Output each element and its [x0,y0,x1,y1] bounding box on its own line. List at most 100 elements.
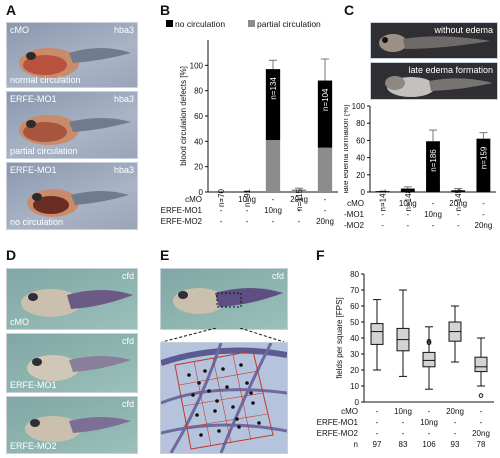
condition-cell: 10ng [264,206,282,215]
condition-cell: 10ng [394,407,412,416]
embryo-illustration [19,48,131,78]
n-label: n=159 [479,146,488,169]
condition-row-label: ERFE-MO1 [344,210,365,219]
condition-row-label: ERFE-MO1 [161,206,203,215]
n-label: n=141 [379,188,388,211]
condition-row-label: ERFE-MO2 [317,429,359,438]
condition-cell: - [381,199,384,208]
photo-d-erfe-mo2: cfd ERFE-MO2 [6,396,138,454]
y-axis-label: fields per square [FPS] [335,297,344,378]
y-tick-label: 40 [356,154,365,163]
condition-cell: - [376,418,379,427]
photo-label-topleft: ERFE-MO1 [10,165,57,175]
y-tick-label: 60 [350,302,359,311]
photo-label-bottom: no circulation [10,217,64,227]
y-tick-label: 30 [350,350,359,359]
condition-cell: - [298,206,301,215]
y-tick-label: 40 [194,137,203,146]
photo-e-zoom [160,342,288,454]
condition-cell: - [432,221,435,230]
bar [317,80,333,148]
embryo-illustration [379,34,491,52]
condition-cell: 20ng [475,221,493,230]
bar [476,138,491,192]
y-tick-label: 20 [350,366,359,375]
y-tick-label: 0 [361,188,366,197]
condition-row-label: cMO [341,407,358,416]
photo-label-topright: cfd [121,336,134,346]
condition-cell: - [482,210,485,219]
bar [426,141,440,192]
n-value: 97 [373,440,382,449]
y-tick-label: 70 [350,286,359,295]
condition-cell: - [454,429,457,438]
y-tick-label: 60 [194,112,203,121]
photo-label-topright: hba3 [113,165,134,175]
condition-cell: 20ng [446,407,464,416]
n-label: n=104 [321,88,330,111]
photo-label-bottomleft: cMO [10,317,29,327]
panel-label-f: F [316,247,325,263]
photo-a-none: ERFE-MO1 hba3 no circulation [6,162,138,230]
condition-cell: - [480,418,483,427]
condition-cell: 20ng [316,217,334,226]
n-row-label: n [354,440,358,449]
photo-label-topright: cfd [121,399,134,409]
legend-swatch-partial-circulation [248,20,255,27]
condition-cell: - [482,199,485,208]
y-tick-label: 80 [356,119,365,128]
legend-label-partial-circulation: partial circulation [257,19,321,29]
condition-cell: - [324,206,327,215]
condition-cell: - [220,206,223,215]
y-tick-label: 0 [355,398,360,407]
n-label: n=91 [243,188,252,207]
photo-d-erfe-mo1: cfd ERFE-MO1 [6,333,138,393]
y-tick-label: 40 [350,334,359,343]
condition-cell: 10ng [399,199,417,208]
embryo-illustration [27,355,131,381]
condition-cell: - [220,195,223,204]
condition-cell: - [246,206,249,215]
legend-label-no-circulation: no circulation [175,19,225,29]
condition-cell: - [220,217,223,226]
panel-label-b: B [160,2,171,18]
condition-cell: - [406,210,409,219]
condition-cell: - [428,429,431,438]
condition-cell: - [428,407,431,416]
y-tick-label: 60 [356,136,365,145]
n-label: n=70 [217,188,226,207]
n-label: n=148 [404,188,413,211]
bar [291,189,307,192]
bar [317,147,333,192]
condition-cell: - [432,199,435,208]
condition-cell: - [376,407,379,416]
embryo-illustration [21,289,133,317]
y-tick-label: 20 [356,171,365,180]
condition-cell: 20ng [472,429,490,438]
panel-label-d: D [6,247,17,263]
y-tick-label: 50 [350,318,359,327]
condition-row-label: cMO [185,195,202,204]
condition-cell: - [402,418,405,427]
legend-swatch-no-circulation [166,20,173,27]
condition-cell: - [457,210,460,219]
n-value: 83 [399,440,408,449]
photo-a-partial: ERFE-MO1 hba3 partial circulation [6,91,138,159]
condition-cell: - [402,429,405,438]
n-value: 78 [477,440,486,449]
embryo-illustration [27,189,129,217]
bar [265,69,281,141]
bar [451,190,466,192]
panel-label-a: A [6,2,17,18]
outlier-point [426,340,432,346]
y-axis-label: late edema formation [%] [344,105,350,194]
n-label: n=115 [295,188,304,210]
outlier-point [426,338,432,344]
condition-cell: - [376,429,379,438]
chart-blood-circulation-defects: no circulation partial circulation 0 20 40 60… [161,19,338,226]
n-value: 93 [451,440,460,449]
panel-label-c: C [344,2,355,18]
photo-label-topleft: cMO [10,25,29,35]
n-label: n=145 [454,188,463,211]
